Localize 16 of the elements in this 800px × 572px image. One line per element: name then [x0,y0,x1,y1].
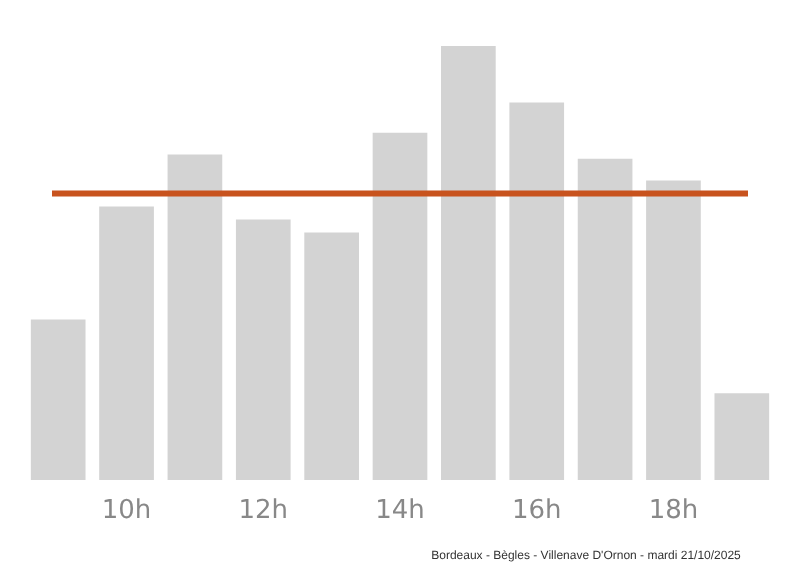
bar [441,46,496,480]
x-tick-label: 16h [511,496,562,527]
bar [646,180,701,480]
bar [167,154,223,480]
bar [304,232,359,480]
x-tick-label: 18h [648,496,699,527]
x-tick-label: 12h [238,496,289,527]
bar [577,158,633,480]
bar [714,393,770,480]
x-tick-label: 14h [375,496,425,527]
x-tick-label: 10h [101,496,152,527]
bar [509,102,565,480]
bar [30,319,86,480]
bar [99,206,154,480]
bar [372,132,428,480]
bar [235,219,291,480]
